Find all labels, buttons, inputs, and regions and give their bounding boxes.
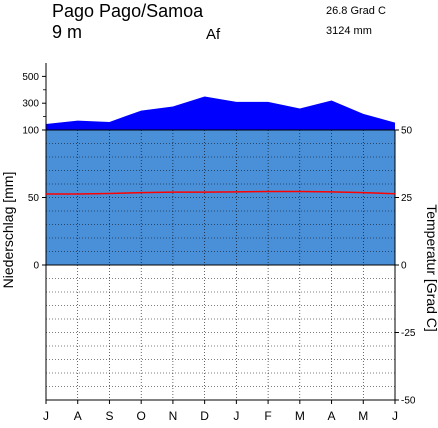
elevation-label: 9 m bbox=[52, 22, 82, 42]
month-label: J bbox=[43, 409, 49, 423]
month-label: F bbox=[264, 409, 271, 423]
month-label: M bbox=[358, 409, 368, 423]
mean-temperature-label: 26.8 Grad C bbox=[326, 5, 386, 17]
temp-tick-label: 0 bbox=[401, 261, 407, 272]
temp-tick-label: -50 bbox=[401, 396, 416, 407]
precip-tick-label: 0 bbox=[33, 261, 39, 272]
precip-tick-label: 300 bbox=[22, 99, 39, 110]
precip-tick-label: 500 bbox=[22, 72, 39, 83]
month-label: O bbox=[137, 409, 146, 423]
month-label: J bbox=[392, 409, 398, 423]
excess-precip-area bbox=[46, 96, 395, 130]
temp-tick-label: -25 bbox=[401, 328, 416, 339]
month-label: A bbox=[74, 409, 82, 423]
precip-tick-label: 50 bbox=[28, 193, 40, 204]
annual-precipitation-label: 3124 mm bbox=[326, 25, 372, 37]
temp-tick-label: 50 bbox=[401, 126, 413, 137]
precip-tick-label: 100 bbox=[22, 126, 39, 137]
month-label: M bbox=[295, 409, 305, 423]
temperature-line bbox=[46, 190, 396, 195]
right-axis-label: Temperatur [Grad C] bbox=[424, 204, 438, 332]
temp-tick-label: 25 bbox=[401, 193, 413, 204]
month-label: N bbox=[169, 409, 178, 423]
climate-class-label: Af bbox=[206, 26, 221, 43]
chart-title: Pago Pago/Samoa bbox=[52, 1, 204, 21]
month-label: D bbox=[200, 409, 209, 423]
month-label: S bbox=[105, 409, 113, 423]
month-label: J bbox=[233, 409, 239, 423]
month-label: A bbox=[328, 409, 336, 423]
left-axis-label: Niederschlag [mm] bbox=[0, 172, 16, 289]
